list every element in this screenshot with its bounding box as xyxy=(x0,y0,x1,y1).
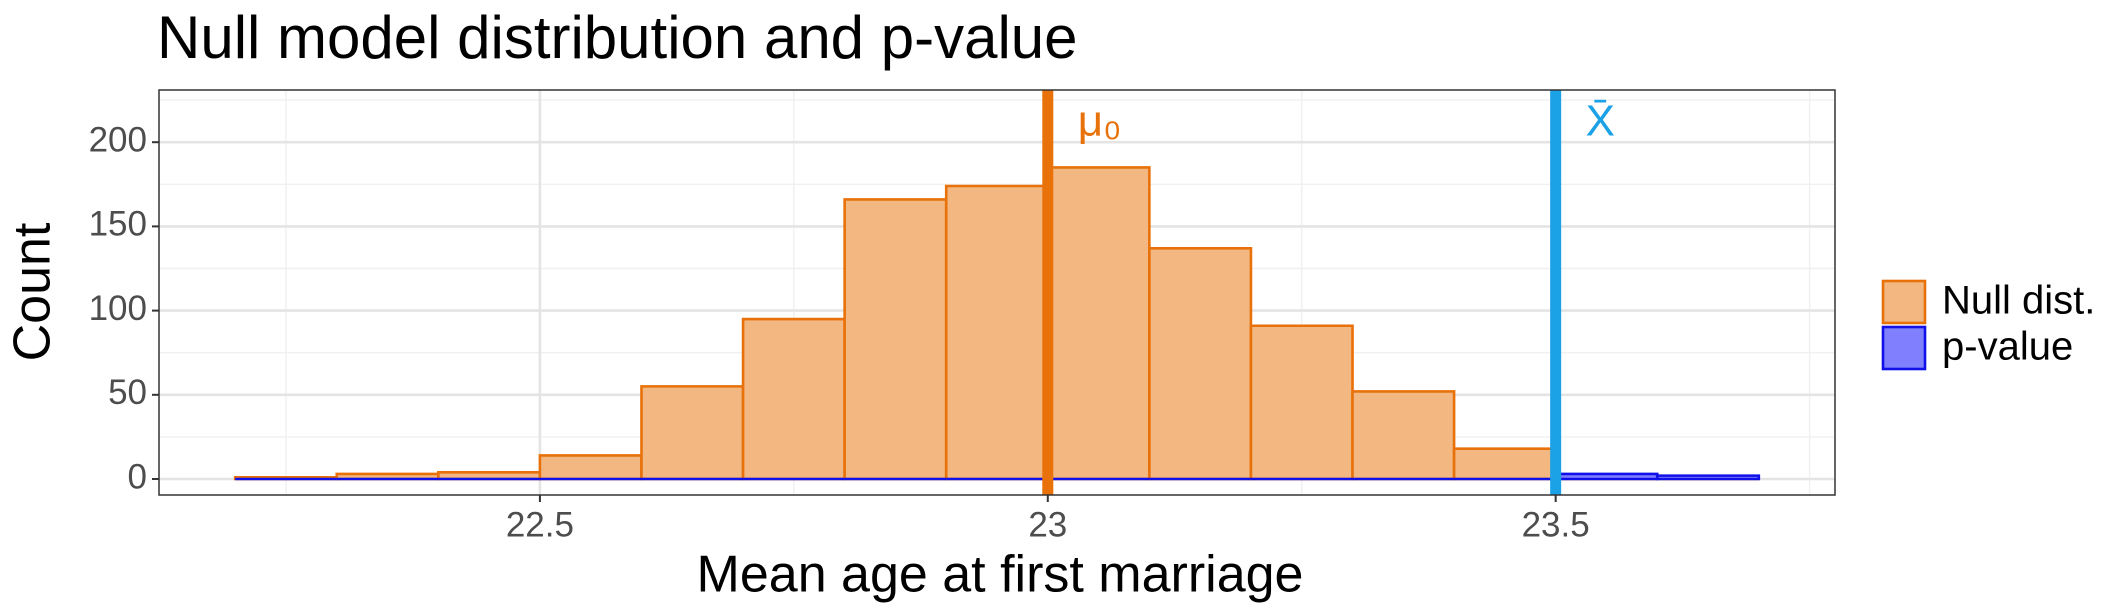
bar xyxy=(1249,324,1354,481)
panel-border xyxy=(158,89,1836,496)
y-tick-label: 50 xyxy=(108,373,147,412)
bar xyxy=(1452,447,1557,481)
y-tick-label: 200 xyxy=(89,120,147,159)
y-tick-label: 0 xyxy=(128,457,147,496)
legend-label: Null dist. xyxy=(1942,279,2095,323)
chart-title: Null model distribution and p-value xyxy=(157,4,1078,71)
y-tick-label: 100 xyxy=(89,289,147,328)
x-tick-label: 23 xyxy=(1028,505,1067,544)
bar xyxy=(538,454,643,481)
bar xyxy=(1046,166,1151,481)
bar xyxy=(843,198,948,481)
bar xyxy=(741,317,846,481)
bar xyxy=(1351,390,1456,481)
y-tick-label: 150 xyxy=(89,205,147,244)
legend-key xyxy=(1881,325,1927,371)
x-axis-title: Mean age at first marriage xyxy=(697,546,1304,604)
reference-label: μ₀ xyxy=(1078,97,1122,146)
y-axis-title: Count xyxy=(4,222,62,361)
bar xyxy=(1655,474,1761,481)
bar xyxy=(640,385,745,481)
reference-label: X̄ xyxy=(1586,97,1615,146)
legend-label: p-value xyxy=(1942,325,2073,369)
bar xyxy=(1148,246,1253,481)
x-tick-label: 23.5 xyxy=(1522,505,1590,544)
x-tick-label: 22.5 xyxy=(506,505,574,544)
bar xyxy=(1554,472,1659,481)
legend-key xyxy=(1881,279,1927,325)
bar xyxy=(944,184,1050,481)
